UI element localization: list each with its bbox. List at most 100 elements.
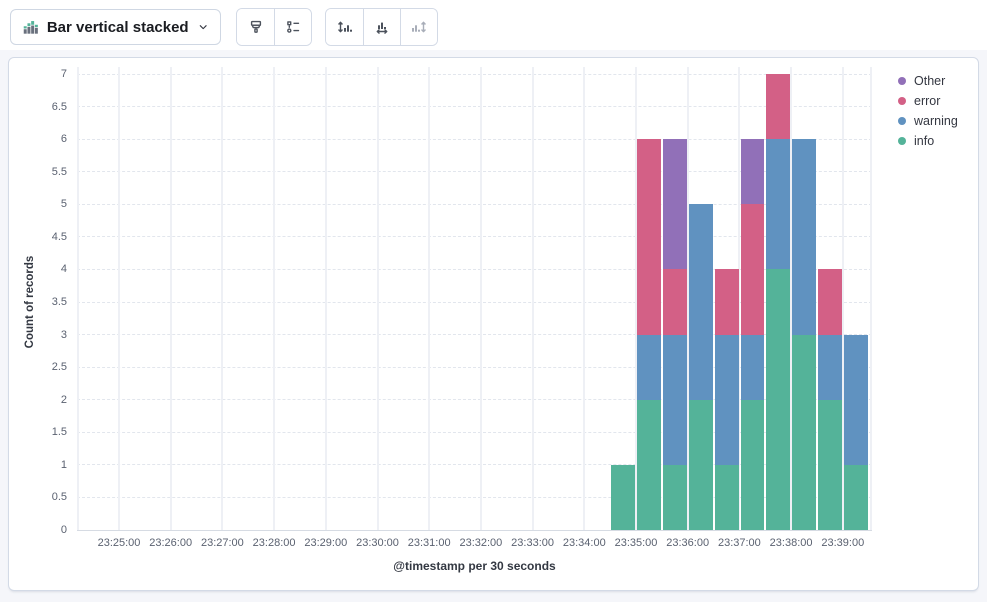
axis-bottom-icon (376, 22, 388, 34)
y-tick-label: 6 (60, 133, 67, 146)
x-gridline (531, 67, 534, 530)
legend-item-error[interactable]: error (898, 95, 958, 108)
axis-right-icon (412, 21, 426, 33)
y-tick-label: 4 (60, 263, 67, 276)
legend-label: warning (914, 114, 958, 128)
bar-segment-info[interactable] (714, 464, 739, 530)
legend-item-Other[interactable]: Other (898, 75, 958, 88)
visual-options-button[interactable] (237, 9, 274, 45)
x-axis-line (77, 530, 872, 531)
x-gridline (428, 67, 431, 530)
x-tick-label: 23:32:00 (459, 537, 503, 549)
y-tick-label: 2 (60, 393, 67, 406)
bar-segment-Other[interactable] (740, 139, 765, 205)
x-tick-label: 23:39:00 (821, 537, 865, 549)
x-axis-title: @timestamp per 30 seconds (393, 559, 556, 573)
y-tick-label: 1.5 (51, 426, 67, 439)
legend-item-info[interactable]: info (898, 135, 958, 148)
bar-vertical-stacked-icon (23, 21, 38, 34)
y-gridline (77, 496, 872, 498)
bar-segment-error[interactable] (637, 139, 661, 335)
y-tick-label: 2.5 (51, 361, 67, 374)
bar-segment-info[interactable] (792, 334, 817, 530)
bar-segment-warning[interactable] (714, 334, 739, 465)
bar-segment-info[interactable] (818, 399, 842, 530)
style-settings-group (236, 8, 312, 46)
y-tick-label: 3 (60, 328, 67, 341)
right-axis-button[interactable] (400, 9, 437, 45)
bar-segment-Other[interactable] (663, 139, 687, 270)
x-gridline (479, 67, 482, 530)
bar-segment-warning[interactable] (843, 334, 868, 465)
x-tick-label: 23:25:00 (97, 537, 141, 549)
y-gridline (77, 334, 872, 336)
x-gridline (376, 67, 379, 530)
bottom-axis-button[interactable] (363, 9, 400, 45)
brush-icon (250, 20, 261, 33)
y-gridline (77, 106, 872, 108)
legend-label: error (914, 94, 941, 108)
x-tick-label: 23:30:00 (356, 537, 399, 549)
y-gridline (77, 464, 872, 466)
x-tick-label: 23:26:00 (149, 537, 193, 549)
x-tick-label: 23:36:00 (666, 537, 710, 549)
y-gridline (77, 268, 872, 270)
chart-type-selector[interactable]: Bar vertical stacked (10, 9, 221, 45)
bar-segment-warning[interactable] (637, 334, 661, 400)
bar-segment-error[interactable] (714, 269, 739, 335)
bar-segment-error[interactable] (663, 269, 687, 335)
x-gridline (324, 67, 327, 530)
y-tick-label: 1 (60, 458, 67, 471)
chart-panel: Count of records @timestamp per 30 secon… (8, 57, 979, 591)
chart-workspace: Count of records @timestamp per 30 secon… (0, 50, 987, 602)
y-tick-label: 0 (60, 524, 67, 536)
x-tick-label: 23:29:00 (304, 537, 348, 549)
bar-segment-info[interactable] (740, 399, 765, 530)
bar-segment-warning[interactable] (740, 334, 765, 400)
bar-segment-warning[interactable] (792, 139, 817, 335)
x-gridline (583, 67, 586, 530)
left-axis-button[interactable] (326, 9, 363, 45)
y-gridline (77, 366, 872, 368)
bar-segment-info[interactable] (688, 399, 713, 530)
legend-settings-button[interactable] (274, 9, 311, 45)
bar-segment-warning[interactable] (818, 334, 842, 400)
bar-segment-info[interactable] (637, 399, 661, 530)
x-tick-label: 23:31:00 (407, 537, 451, 549)
y-gridline (77, 203, 872, 205)
legend-marker-icon (898, 97, 906, 106)
axis-left-icon (337, 21, 352, 33)
x-gridline (273, 67, 276, 530)
x-gridline (738, 67, 741, 530)
bar-segment-error[interactable] (766, 74, 791, 140)
y-gridline (77, 73, 872, 75)
bar-segment-info[interactable] (843, 464, 868, 530)
y-tick-label: 0.5 (51, 491, 67, 504)
bar-segment-info[interactable] (766, 269, 791, 530)
y-tick-label: 6.5 (51, 100, 67, 113)
x-gridline (790, 67, 793, 530)
x-tick-label: 23:35:00 (614, 537, 658, 549)
x-gridline (635, 67, 637, 530)
bar-segment-info[interactable] (663, 464, 687, 530)
x-tick-label: 23:38:00 (769, 537, 813, 549)
bar-segment-info[interactable] (611, 464, 636, 530)
bar-segment-error[interactable] (740, 204, 765, 335)
x-tick-label: 23:28:00 (252, 537, 296, 549)
bar-segment-warning[interactable] (663, 334, 687, 465)
legend-label: info (914, 134, 935, 148)
legend-marker-icon (898, 137, 906, 146)
y-tick-label: 3.5 (51, 296, 67, 308)
legend-item-warning[interactable]: warning (898, 115, 958, 128)
x-gridline (841, 67, 844, 530)
x-gridline (169, 67, 172, 530)
x-gridline (686, 67, 689, 530)
legend-marker-icon (898, 77, 906, 86)
y-gridline (77, 399, 872, 401)
bar-segment-warning[interactable] (688, 204, 713, 400)
bar-segment-error[interactable] (818, 269, 842, 335)
chart-toolbar: Bar vertical stacked (0, 0, 987, 50)
chart-type-label: Bar vertical stacked (46, 18, 189, 36)
y-tick-label: 5 (60, 198, 67, 211)
bar-segment-warning[interactable] (766, 139, 791, 270)
